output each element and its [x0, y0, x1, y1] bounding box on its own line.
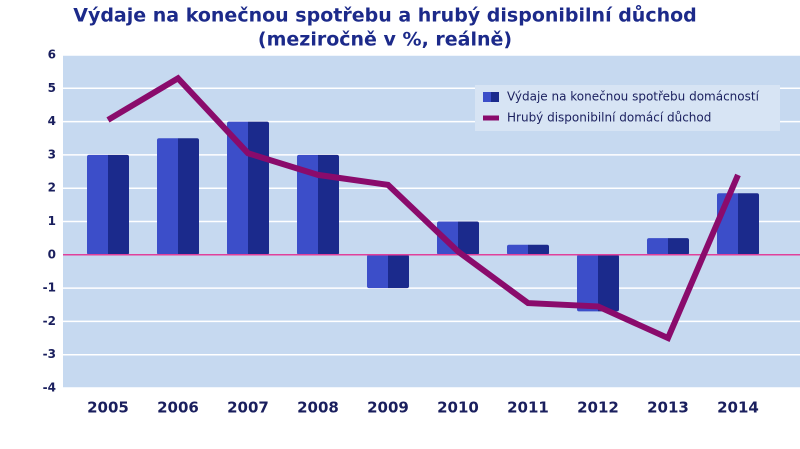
y-tick-label: 0 [48, 247, 56, 261]
y-tick-label: 6 [48, 48, 56, 62]
legend-box [475, 85, 780, 131]
chart-subtitle: (meziročně v %, reálně) [258, 29, 512, 51]
x-tick-label: 2014 [717, 399, 759, 417]
x-tick-label: 2007 [227, 399, 269, 417]
x-tick-label: 2009 [367, 399, 409, 417]
bar [647, 238, 689, 255]
x-tick-label: 2005 [87, 399, 129, 417]
y-tick-label: 1 [48, 214, 56, 228]
chart-title: Výdaje na konečnou spotřebu a hrubý disp… [73, 4, 697, 27]
y-tick-label: -2 [43, 314, 56, 328]
line [106, 74, 741, 343]
y-tick-label: 2 [48, 181, 56, 195]
y-tick-label: -4 [43, 381, 56, 395]
bar [367, 254, 409, 289]
x-tick-label: 2012 [577, 399, 619, 417]
legend-label: Hrubý disponibilní domácí důchod [507, 111, 711, 125]
y-tick-label: -1 [43, 281, 56, 295]
x-tick-label: 2008 [297, 399, 339, 417]
bar [437, 221, 479, 255]
bar [87, 154, 129, 255]
x-tick-label: 2010 [437, 399, 479, 417]
x-tick-label: 2011 [507, 399, 549, 417]
y-tick-label: 5 [48, 81, 56, 95]
bar [507, 244, 549, 255]
bar [577, 254, 619, 312]
x-tick-label: 2006 [157, 399, 199, 417]
y-tick-label: -3 [43, 347, 56, 361]
bar [297, 154, 339, 255]
legend-swatch [483, 92, 499, 102]
x-tick-label: 2013 [647, 399, 689, 417]
bar [717, 193, 759, 255]
y-tick-label: 3 [48, 147, 56, 161]
bar [157, 138, 199, 255]
legend-label: Výdaje na konečnou spotřebu domácností [507, 90, 760, 104]
y-tick-label: 4 [48, 114, 56, 128]
